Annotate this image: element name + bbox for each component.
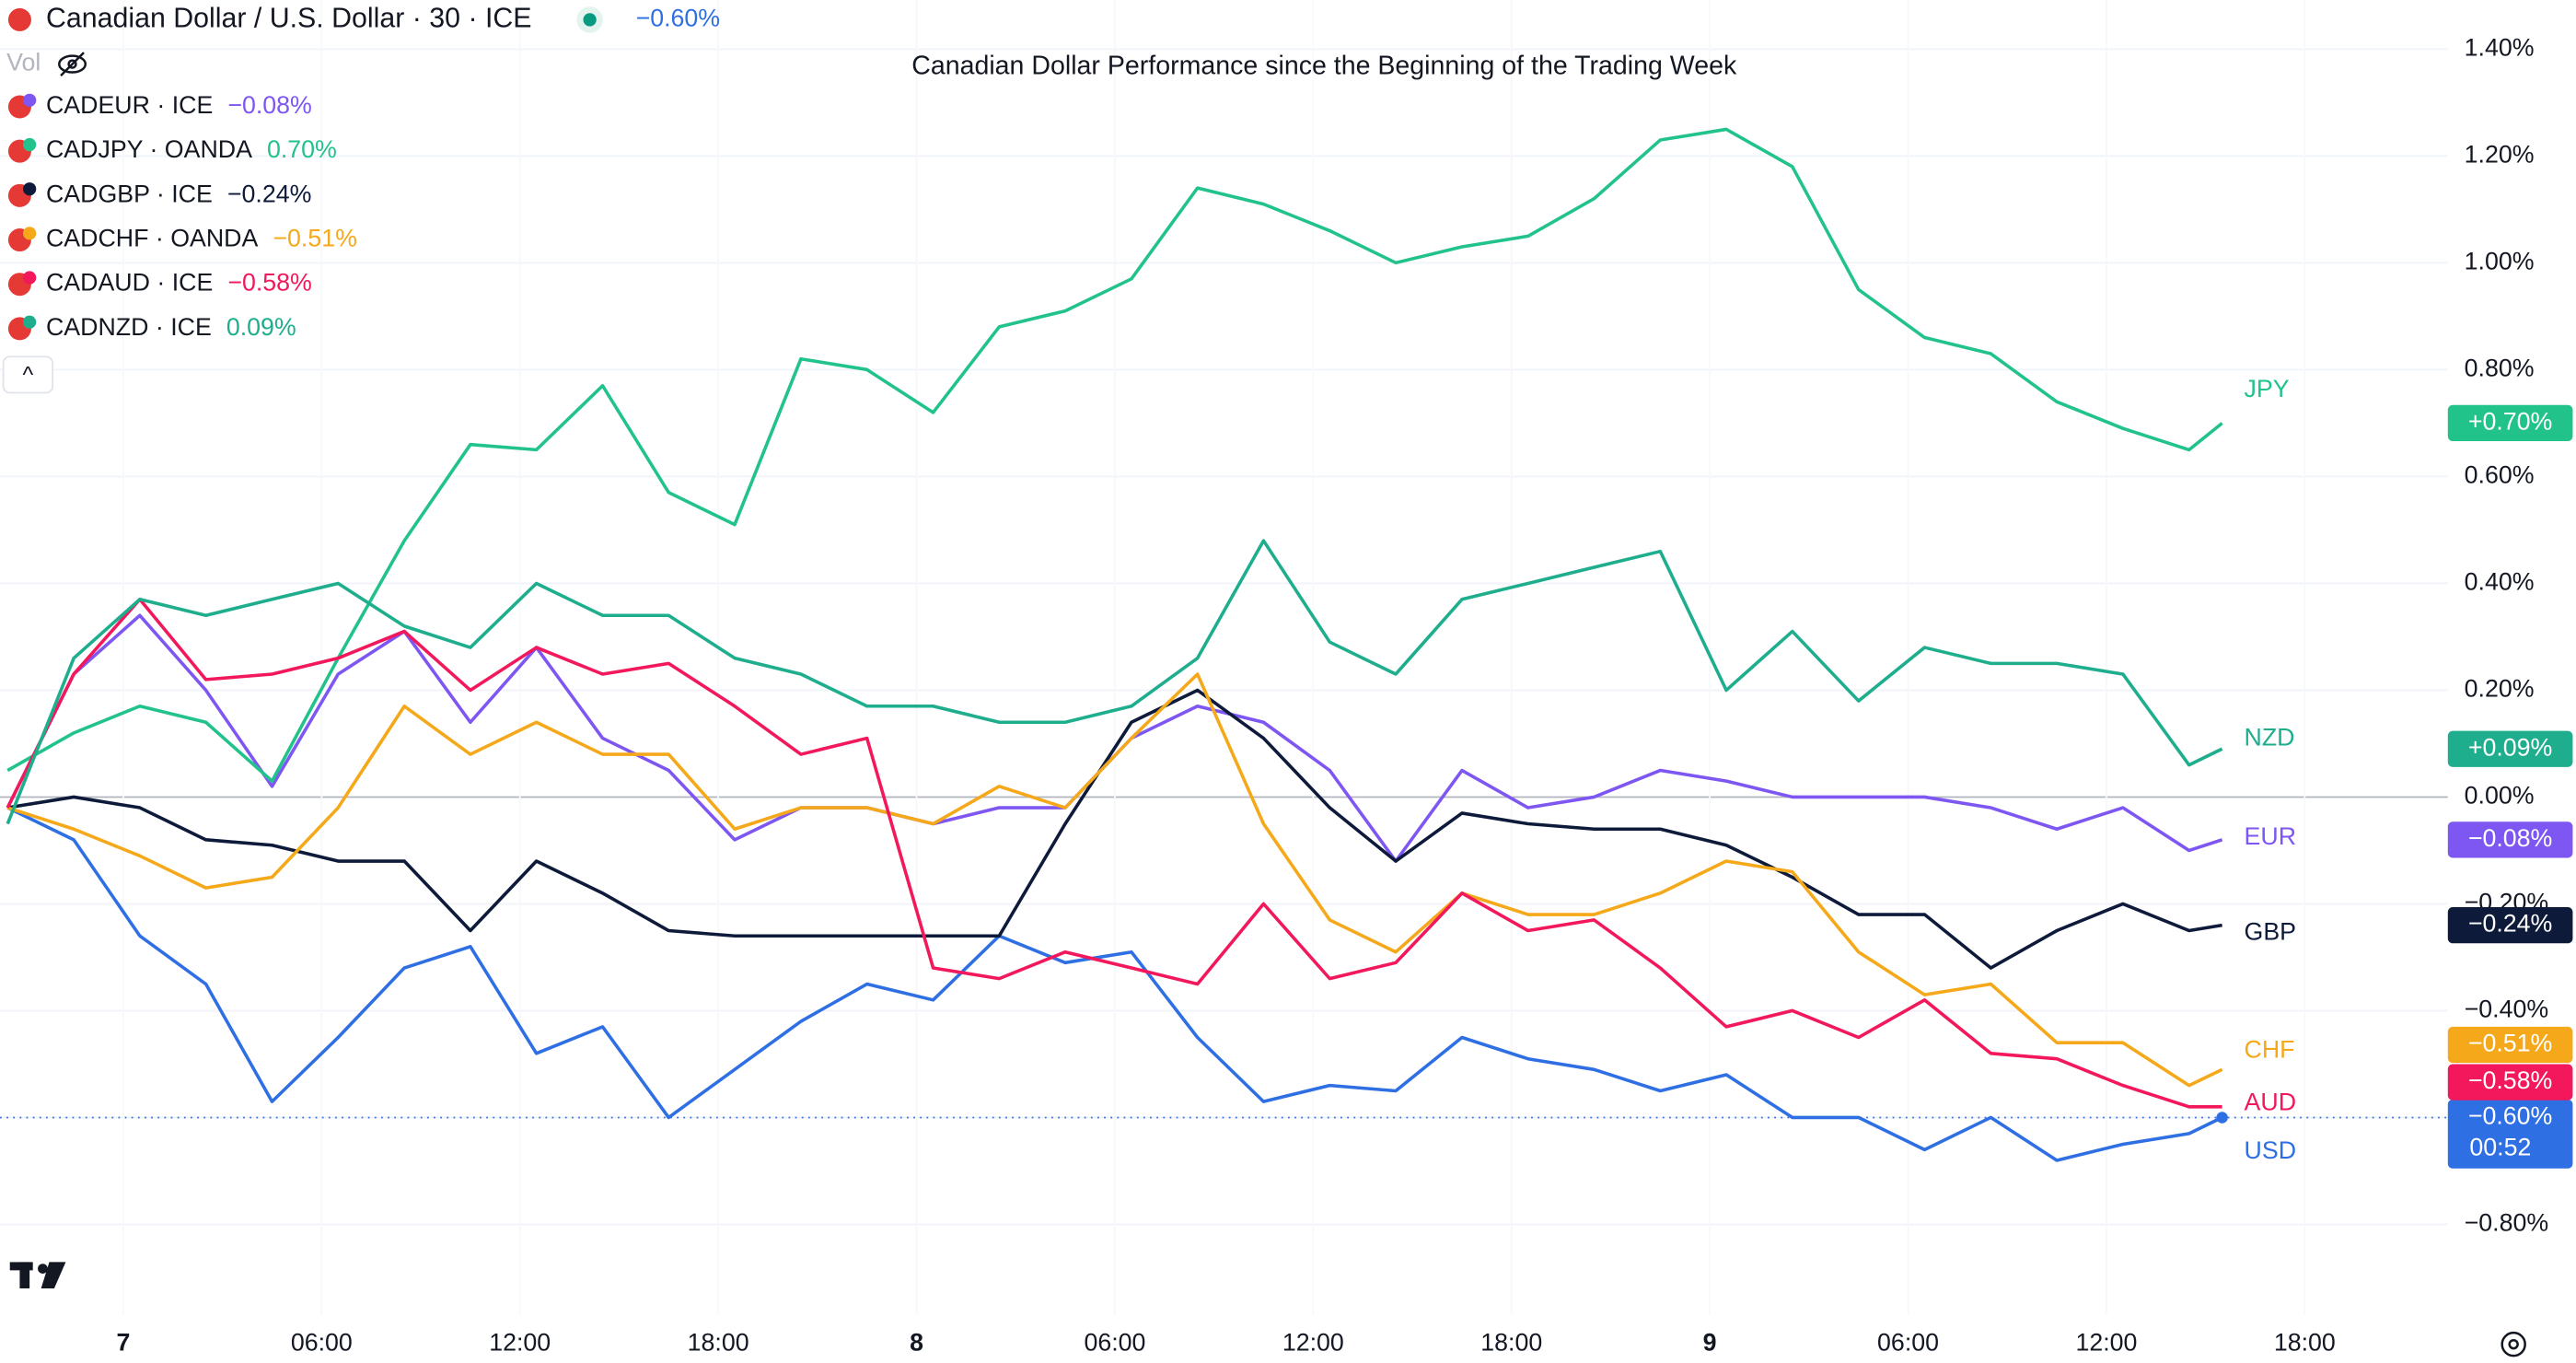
label-layer: USD −0.60% 00:52 EUR −0.08% JPY +0.70% GBP −0.24…	[2245, 375, 2573, 1169]
countdown: 00:52	[2469, 1133, 2531, 1160]
line-layer	[6, 127, 2228, 1162]
y-tick-label: 0.20%	[2465, 675, 2535, 703]
hide-icon[interactable]	[58, 52, 87, 76]
price-badge-label: +0.70%	[2468, 407, 2552, 435]
legend-symbol[interactable]: CADNZD · ICE	[46, 313, 212, 341]
series-end-label: NZD	[2245, 724, 2295, 751]
legend-icon-badge	[22, 93, 37, 107]
legend-change: −0.51%	[273, 225, 356, 252]
legend-symbol[interactable]: CADCHF · OANDA	[46, 225, 259, 252]
x-tick-label: 8	[910, 1329, 923, 1357]
price-badge-label: −0.60%	[2468, 1102, 2552, 1130]
x-tick-label: 18:00	[688, 1329, 749, 1357]
series-line	[6, 539, 2223, 825]
legend-icon-badge	[22, 227, 37, 240]
y-tick-label: −0.80%	[2465, 1209, 2548, 1237]
x-tick-label: 06:00	[1877, 1329, 1939, 1357]
price-badge	[2447, 907, 2573, 944]
legend-icon-badge	[22, 315, 37, 329]
status-dot	[583, 13, 597, 27]
legend-symbol[interactable]: CADAUD · ICE	[46, 269, 213, 297]
legend-entry: CADCHF · OANDA −0.51%	[46, 225, 357, 252]
y-tick-label: 1.00%	[2465, 247, 2535, 274]
legend-change: 0.09%	[226, 313, 296, 341]
settings-icon[interactable]	[2501, 1331, 2526, 1357]
legend-entry: CADNZD · ICE 0.09%	[46, 313, 296, 341]
legend-icon-badge	[22, 182, 37, 196]
legend-change: −0.08%	[227, 91, 311, 119]
price-badge-label: −0.51%	[2468, 1030, 2552, 1057]
price-badge-label: −0.24%	[2468, 910, 2552, 938]
y-tick-label: 1.40%	[2465, 33, 2535, 61]
y-tick-label: −0.40%	[2465, 996, 2548, 1023]
series-end-label: USD	[2245, 1136, 2296, 1164]
x-tick-label: 06:00	[291, 1329, 353, 1357]
price-badge-label: −0.08%	[2468, 824, 2552, 852]
legend-symbol[interactable]: CADJPY · OANDA	[46, 135, 252, 163]
legend-change: −0.58%	[227, 269, 311, 297]
x-tick-label: 7	[116, 1329, 130, 1357]
x-tick-label: 9	[1703, 1329, 1717, 1357]
series-end-label: CHF	[2245, 1036, 2295, 1064]
series-line	[6, 688, 2222, 970]
last-point	[2216, 1112, 2228, 1124]
price-badge-label: −0.58%	[2468, 1066, 2552, 1094]
price-badge	[2447, 1026, 2573, 1064]
y-tick-label: 1.20%	[2465, 140, 2535, 168]
y-tick-label: 0.80%	[2465, 354, 2535, 381]
legend-change: −0.24%	[227, 180, 311, 207]
legend-entry: CADEUR · ICE −0.08%	[46, 91, 312, 119]
series-line	[6, 672, 2223, 1088]
chart-title: Canadian Dollar Performance since the Be…	[911, 52, 1737, 81]
y-tick-label: 0.00%	[2465, 782, 2535, 810]
series-line	[6, 806, 2223, 1162]
collapse-icon[interactable]: ^	[22, 362, 33, 388]
logo	[9, 1262, 66, 1288]
x-tick-label: 12:00	[1282, 1329, 1344, 1357]
legend-icon-badge	[22, 137, 37, 152]
y-tick-label: 0.40%	[2465, 567, 2535, 595]
vol-label[interactable]: Vol	[6, 49, 41, 76]
x-tick-label: 12:00	[489, 1329, 551, 1357]
x-tick-label: 06:00	[1084, 1329, 1145, 1357]
series-line	[6, 597, 2222, 1109]
legend: CADEUR · ICE −0.08%CADJPY · OANDA 0.70%CAD…	[7, 91, 357, 341]
legend-change: 0.70%	[267, 135, 337, 163]
price-badge	[2447, 1064, 2573, 1101]
legend-symbol[interactable]: CADEUR · ICE	[46, 91, 213, 119]
main-symbol[interactable]: Canadian Dollar / U.S. Dollar · 30 · ICE	[46, 3, 532, 33]
series-end-label: AUD	[2245, 1088, 2296, 1115]
grid-layer	[0, 48, 2448, 1226]
series-end-label: JPY	[2245, 375, 2290, 402]
collapse-button[interactable]	[2, 355, 54, 394]
legend-symbol[interactable]: CADGBP · ICE	[46, 180, 213, 207]
price-badge	[2447, 1099, 2573, 1169]
legend-entry: CADAUD · ICE −0.58%	[46, 269, 312, 297]
series-line	[6, 127, 2223, 783]
price-badge	[2447, 404, 2573, 442]
price-badge	[2447, 821, 2573, 858]
main-change: −0.60%	[636, 4, 720, 31]
x-tick-label: 18:00	[2274, 1329, 2336, 1357]
y-tick-label: 0.60%	[2465, 460, 2535, 488]
series-end-label: EUR	[2245, 822, 2296, 850]
series-end-label: GBP	[2245, 918, 2297, 946]
legend-entry: CADJPY · OANDA 0.70%	[46, 135, 337, 163]
price-badge	[2447, 730, 2573, 767]
x-tick-label: 18:00	[1480, 1329, 1542, 1357]
legend-entry: CADGBP · ICE −0.24%	[46, 180, 311, 207]
flag-icon	[7, 7, 31, 31]
x-tick-label: 12:00	[2075, 1329, 2137, 1357]
legend-icon-badge	[22, 271, 37, 285]
price-badge-label: +0.09%	[2468, 733, 2552, 761]
